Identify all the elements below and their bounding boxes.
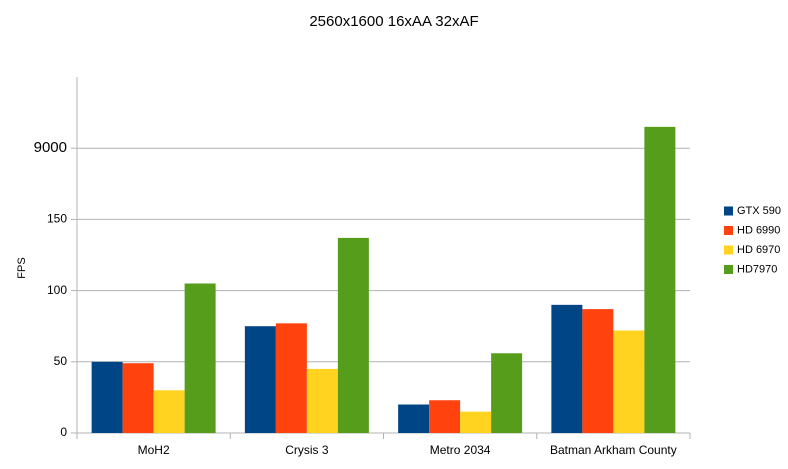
legend-label: HD 6970 [737, 244, 780, 256]
legend-swatch [724, 245, 733, 255]
y-tick-label: 0 [60, 425, 67, 439]
legend-label: HD7970 [737, 263, 777, 275]
bar [613, 330, 645, 433]
bar [429, 400, 461, 433]
chart-title: 2560x1600 16xAA 32xAF [309, 13, 478, 30]
bar [153, 390, 185, 433]
legend-swatch [724, 206, 733, 216]
legend-label: HD 6990 [737, 224, 780, 236]
bar [582, 309, 614, 433]
y-tick-label: 100 [47, 283, 67, 297]
x-tick-label: Batman Arkham County [550, 443, 677, 457]
bar [306, 368, 338, 433]
x-tick-label: Metro 2034 [430, 443, 491, 457]
y-axis-label: FPS [16, 257, 28, 278]
bar [184, 283, 216, 433]
x-tick-label: Crysis 3 [285, 443, 329, 457]
bar [337, 237, 369, 433]
bar [644, 126, 676, 433]
y-tick-label: 9000 [34, 139, 67, 156]
y-tick-label: 150 [47, 212, 67, 226]
bar [551, 304, 583, 433]
legend-label: GTX 590 [737, 205, 781, 217]
bar [244, 326, 276, 433]
y-tick-label: 50 [54, 354, 68, 368]
bar [491, 353, 523, 433]
legend-swatch [724, 265, 733, 274]
bar [398, 404, 430, 433]
x-tick-label: MoH2 [138, 443, 170, 457]
bar [122, 363, 154, 433]
bar [91, 361, 123, 433]
legend-swatch [724, 226, 733, 235]
bar [460, 411, 492, 433]
bar [275, 323, 307, 433]
